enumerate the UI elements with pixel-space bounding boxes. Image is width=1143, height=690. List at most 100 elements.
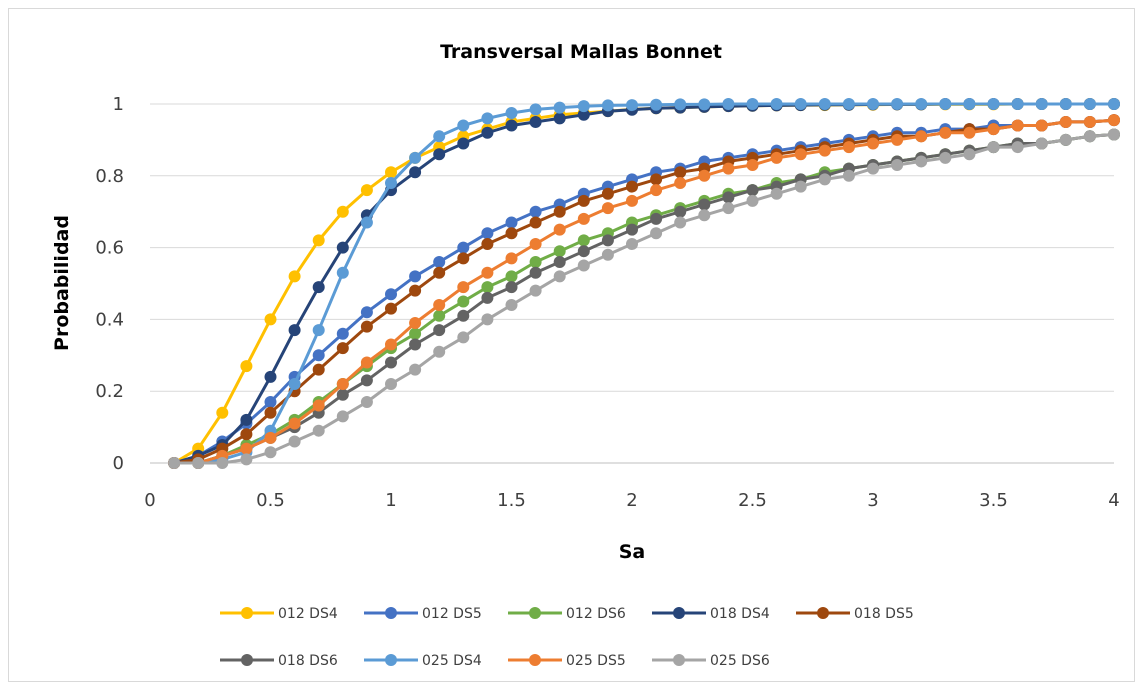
data-point [481,313,494,326]
legend-item: 012 DS6 [508,606,626,622]
data-point [505,299,518,312]
data-point [650,173,663,186]
data-point [360,356,373,369]
data-point [987,98,1000,110]
y-tick-label: 0 [113,453,124,474]
data-point [457,309,470,322]
data-point [626,99,638,112]
data-point [915,98,928,110]
legend-label: 025 DS5 [566,653,626,669]
data-point [1083,130,1096,143]
data-point [867,98,879,110]
series-012-ds4 [168,98,1120,469]
data-point [336,342,349,355]
data-point [312,363,325,376]
data-point [577,234,590,247]
data-point [192,457,205,469]
data-point [1059,98,1072,110]
data-point [939,151,952,164]
data-point [409,166,422,179]
data-point [770,187,783,200]
data-point [577,108,590,121]
data-point [842,169,855,182]
chart-frame [8,8,1135,682]
x-tick-label: 1 [385,490,396,511]
legend-item: 025 DS6 [652,653,770,669]
data-point [818,173,831,186]
data-point [360,216,373,229]
y-tick-label: 1 [113,94,124,115]
data-point [433,130,446,143]
data-point [457,252,470,265]
data-point [505,119,518,132]
data-point [674,205,687,218]
data-point [409,363,422,376]
data-point [1011,98,1024,110]
legend-swatch-marker [241,607,253,619]
data-point [626,223,638,236]
data-point [433,324,446,337]
data-point [1083,115,1096,128]
data-point [457,281,470,294]
data-point [481,291,494,304]
data-point [722,202,735,215]
data-point [360,320,373,333]
data-point [1035,119,1048,132]
data-point [626,238,638,251]
data-point [481,227,494,240]
x-tick-label: 1.5 [497,490,526,511]
data-point [409,327,422,340]
data-point [650,212,663,225]
data-point [240,413,253,426]
data-point [529,103,542,116]
axes: 0 0.2 0.4 0.6 0.8 1 0 0.5 1 1.5 2 2.5 3 3.5 4 [95,94,1119,511]
data-point [529,205,542,218]
data-point [529,115,542,128]
series-line [174,102,1114,465]
x-tick-label: 2 [626,490,637,511]
legend-label: 012 DS4 [278,606,338,622]
data-point [240,428,253,441]
data-point [240,442,253,455]
data-point [794,148,807,161]
data-point [288,435,301,448]
data-point [240,453,253,466]
data-point [360,374,373,387]
data-point [891,159,904,172]
data-point [1011,141,1024,154]
data-point [481,112,494,125]
legend-label: 025 DS4 [422,653,482,669]
data-point [264,446,277,459]
data-point [626,180,638,193]
data-point [601,234,614,247]
y-tick-label: 0.8 [95,166,124,187]
data-point [457,119,470,132]
data-point [577,212,590,225]
data-point [385,288,397,301]
data-point [818,144,831,157]
x-tick-label: 3 [867,490,878,511]
data-point [288,324,301,337]
series-018-ds4 [168,98,1120,469]
legend-item: 018 DS4 [652,606,770,622]
data-point [915,130,928,143]
y-tick-label: 0.6 [95,238,124,259]
data-point [1083,98,1096,110]
data-point [577,259,590,272]
data-point [529,238,542,251]
data-point [577,100,590,113]
legend-label: 012 DS6 [566,606,626,622]
data-point [553,101,566,114]
data-point [264,313,277,326]
data-point [433,266,446,279]
data-point [553,112,566,125]
data-point [553,205,566,218]
data-point [553,223,566,236]
data-point [336,388,349,401]
data-point [312,399,325,412]
y-axis-title: Probabilidad [51,215,73,351]
data-point [891,98,904,110]
data-point [915,155,928,168]
legend: 012 DS4 012 DS5 012 DS6 018 DS4 018 DS5 018 D… [220,606,914,669]
series-line [174,118,1115,465]
